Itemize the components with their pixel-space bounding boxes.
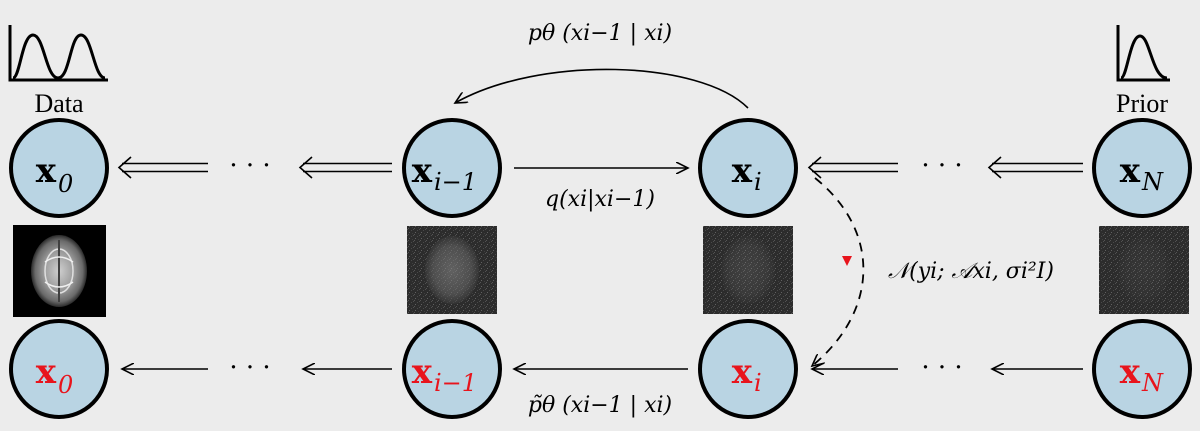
- reverse-model-arc: [455, 68, 749, 109]
- data-distribution-icon: [8, 25, 108, 82]
- ellipsis-bottom-right: · · ·: [921, 353, 962, 383]
- mri-image-noisy-2: [703, 226, 793, 314]
- node-bottom-xi-base: x: [732, 352, 753, 392]
- node-top-xi-base: x: [732, 151, 753, 191]
- node-top-xN-sub: N: [1141, 168, 1164, 196]
- node-top-xim1-base: x: [412, 151, 433, 191]
- node-top-xi: x i: [698, 118, 798, 218]
- likelihood-label: 𝒩(yi; 𝒜xi, σi²I): [888, 259, 1054, 284]
- ellipsis-top-right: · · ·: [921, 151, 962, 181]
- node-top-x0-sub: 0: [58, 170, 73, 198]
- mri-image-noisy-3: [1099, 226, 1189, 314]
- double-arrow-top-1: [117, 156, 208, 179]
- double-arrow-top-2: [298, 156, 392, 179]
- node-bottom-xN: x N: [1092, 319, 1192, 419]
- mri-image-noisy-1: [407, 226, 497, 314]
- node-top-xim1: x i−1: [402, 118, 502, 218]
- node-top-xi-sub: i: [754, 168, 762, 196]
- node-bottom-xim1-base: x: [412, 352, 433, 392]
- node-top-xN: x N: [1092, 118, 1192, 218]
- data-label: Data: [34, 89, 84, 118]
- reverse-model-label: pθ (xi−1 | xi): [528, 21, 672, 46]
- node-bottom-xi-sub: i: [754, 369, 762, 397]
- node-bottom-xN-base: x: [1120, 352, 1141, 392]
- node-bottom-xim1-sub: i−1: [434, 369, 477, 397]
- likelihood-guidance-arc: [812, 177, 865, 366]
- ellipsis-bottom-left: · · ·: [229, 353, 270, 383]
- guidance-marker-icon: [842, 256, 852, 266]
- node-bottom-x0-sub: 0: [58, 371, 73, 399]
- double-arrow-top-3: [807, 156, 898, 179]
- forward-process-label: q(xi|xi−1): [545, 187, 655, 212]
- node-bottom-xim1: x i−1: [402, 319, 502, 419]
- double-arrow-top-4: [987, 156, 1083, 179]
- guided-reverse-label: p̃θ (xi−1 | xi): [528, 393, 672, 418]
- node-bottom-x0-base: x: [36, 352, 57, 392]
- prior-distribution-icon: [1116, 25, 1170, 82]
- node-bottom-xN-sub: N: [1141, 369, 1164, 397]
- node-top-xN-base: x: [1120, 151, 1141, 191]
- prior-label: Prior: [1116, 89, 1168, 118]
- node-top-x0-base: x: [36, 151, 57, 191]
- ellipsis-top-left: · · ·: [229, 151, 270, 181]
- node-top-xim1-sub: i−1: [434, 168, 477, 196]
- node-top-x0: x 0: [9, 118, 109, 218]
- mri-image-clean: [13, 225, 106, 317]
- node-bottom-x0: x 0: [9, 319, 109, 419]
- node-bottom-xi: x i: [698, 319, 798, 419]
